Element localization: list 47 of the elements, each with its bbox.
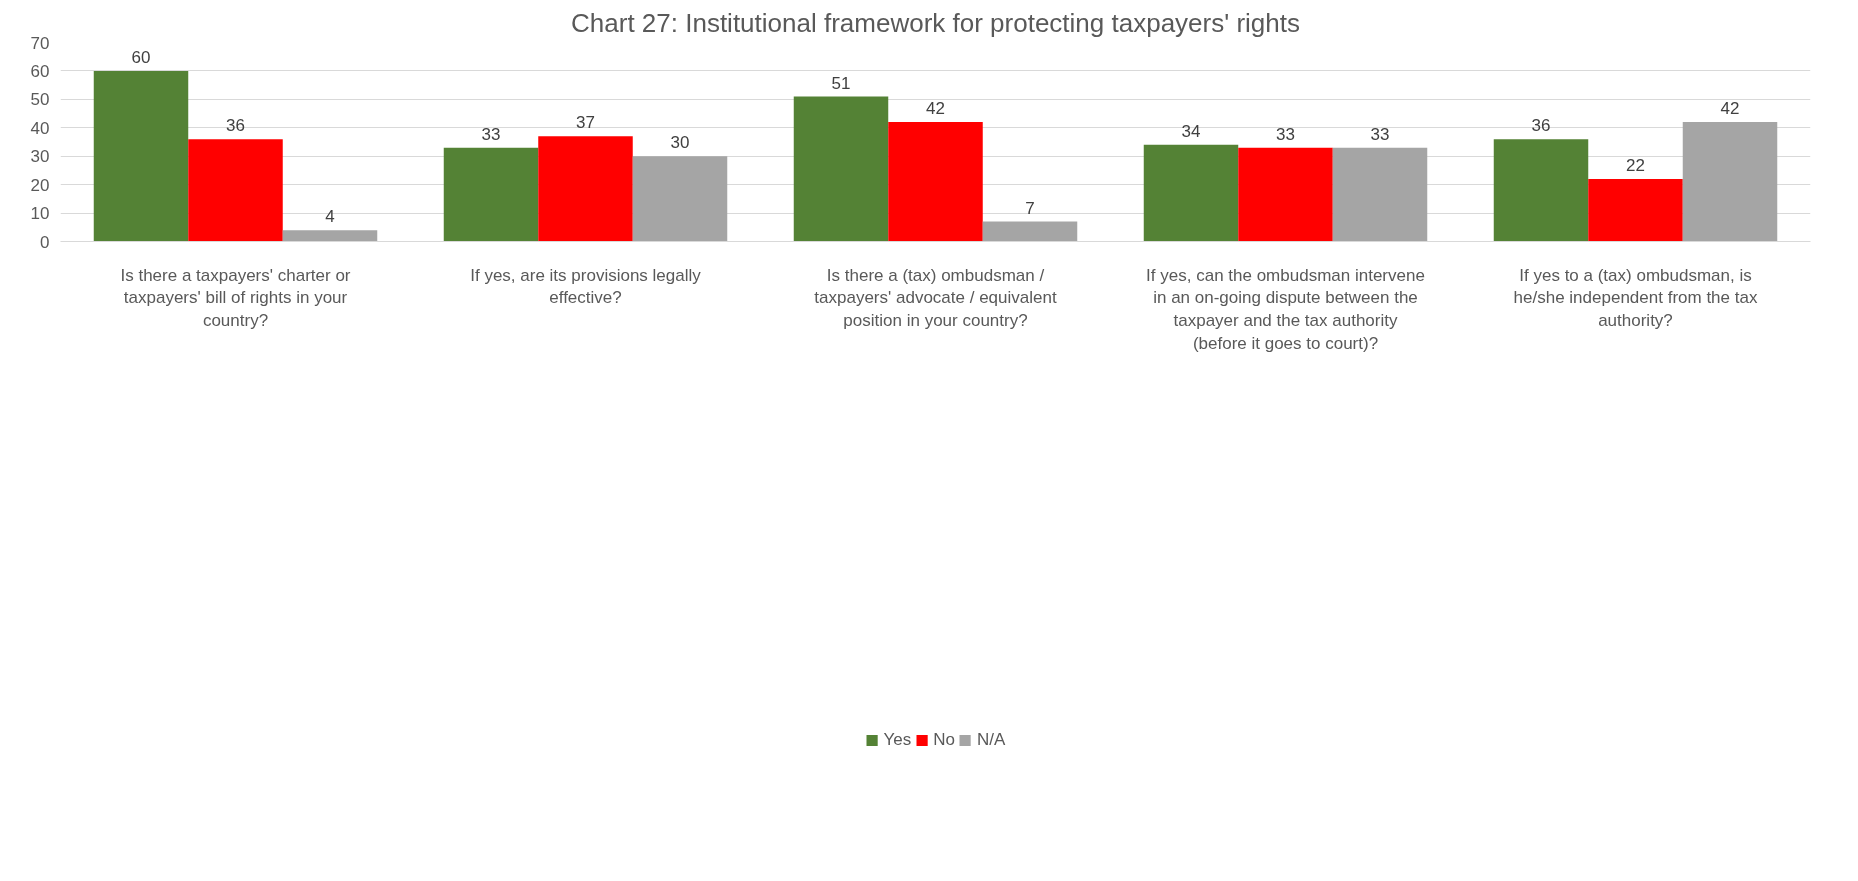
y-tick-label: 0 <box>40 232 50 252</box>
bar <box>982 221 1078 242</box>
legend-label: Yes <box>883 730 912 750</box>
data-label: 33 <box>1370 124 1390 144</box>
data-label: 37 <box>576 113 595 133</box>
data-label: 33 <box>1276 124 1295 144</box>
y-tick-label: 10 <box>30 204 50 224</box>
y-tick-label: 50 <box>30 90 50 110</box>
bar <box>93 70 189 242</box>
bar <box>282 230 378 242</box>
y-tick-label: 70 <box>30 33 50 53</box>
y-tick-label: 20 <box>30 175 50 195</box>
data-label: 7 <box>1025 198 1035 218</box>
bar <box>1682 122 1778 242</box>
x-tick-label: Is there a taxpayers' charter or taxpayers' bill of rights in your country? <box>120 265 351 331</box>
data-label: 51 <box>831 73 851 93</box>
data-label: 42 <box>926 99 945 119</box>
y-tick-label: 30 <box>30 147 50 167</box>
bar <box>1332 147 1428 242</box>
x-tick-label: If yes, are its provisions legally effective? <box>470 265 702 308</box>
data-label: 36 <box>226 116 245 136</box>
bar <box>538 136 633 242</box>
bar <box>793 96 889 242</box>
data-label: 33 <box>481 124 501 144</box>
bar <box>1238 147 1333 242</box>
data-label: 34 <box>1181 121 1201 141</box>
data-label: 4 <box>325 207 335 227</box>
bar <box>1493 139 1589 242</box>
data-label: 22 <box>1626 155 1645 175</box>
chart-title: Chart 27: Institutional framework for protecting taxpayers' rights <box>571 7 1300 38</box>
legend-label: N/A <box>977 730 1006 750</box>
x-tick-label: If yes to a (tax) ombudsman, is he/she independent from the tax authority? <box>1513 265 1758 331</box>
y-tick-label: 60 <box>30 61 50 81</box>
bar <box>632 156 728 242</box>
x-tick-label: Is there a (tax) ombudsman / taxpayers' advocate / equivalent position in your country? <box>814 265 1057 331</box>
bar <box>1143 144 1239 242</box>
bar <box>1588 178 1683 242</box>
bar <box>188 139 283 242</box>
data-label: 36 <box>1531 116 1551 136</box>
legend-label: No <box>933 730 956 750</box>
y-tick-label: 40 <box>30 118 50 138</box>
data-label: 60 <box>131 47 151 67</box>
bar <box>443 147 539 242</box>
data-label: 42 <box>1720 99 1740 119</box>
bar <box>888 122 983 242</box>
x-tick-label: If yes, can the ombudsman intervene in an on-going dispute between the taxpayer and the tax authority (before it goes to court)? <box>1146 265 1425 353</box>
data-label: 30 <box>670 133 690 153</box>
